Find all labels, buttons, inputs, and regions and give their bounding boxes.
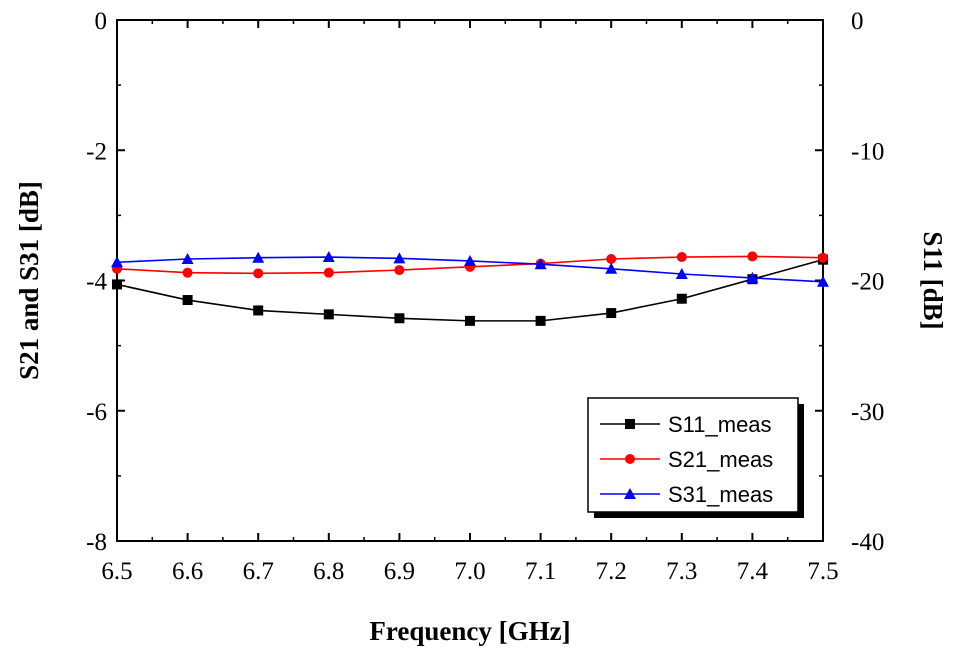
data-point-s21-meas (676, 252, 687, 263)
y-right-tick-label: -10 (851, 138, 884, 165)
y-right-tick-label: -30 (851, 399, 884, 426)
data-point-s21-meas (394, 265, 405, 276)
x-tick-label: 7.5 (807, 558, 838, 585)
legend-label-s31-meas: S31_meas (668, 482, 773, 507)
data-point-s31-meas (675, 267, 688, 279)
data-point-s11-meas (606, 308, 617, 319)
x-tick-label: 6.8 (313, 558, 344, 585)
data-point-s11-meas (394, 313, 405, 324)
data-point-s11-meas (323, 309, 334, 320)
data-point-s21-meas (182, 267, 193, 278)
y-left-tick-label: -6 (86, 399, 107, 426)
data-point-s31-meas (252, 251, 265, 263)
data-point-s11-meas (465, 315, 475, 326)
data-point-s31-meas (817, 275, 829, 287)
data-point-s31-meas (181, 253, 194, 265)
data-point-s11-meas (676, 293, 687, 304)
data-point-s31-meas (746, 271, 759, 283)
legend-box: S11_meas S21_meas S31_meas (587, 397, 804, 518)
y-right-tick-label: -20 (851, 269, 884, 296)
data-point-s11-meas (112, 279, 122, 290)
y-left-tick-label: -8 (86, 529, 107, 556)
x-tick-label: 6.9 (384, 558, 415, 585)
y-left-tick-label: 0 (95, 8, 108, 35)
data-point-s11-meas (535, 315, 546, 326)
x-tick-label: 7.3 (666, 558, 697, 585)
x-tick-label: 6.6 (172, 558, 203, 585)
y-left-tick-label: -4 (86, 269, 107, 296)
y-left-tick-label: -2 (86, 138, 107, 165)
x-tick-label: 7.2 (596, 558, 627, 585)
legend-label-s11-meas: S11_meas (668, 412, 772, 437)
y-axis-right-title: S11 [dB] (918, 231, 948, 329)
data-point-s21-meas (818, 252, 828, 263)
data-point-s11-meas (182, 295, 193, 306)
axes: 6.5 6.6 6.7 6.8 6.9 7.0 7.1 7.2 7.3 7.4 7.5 0 -2 -4 -6… (86, 8, 884, 585)
data-point-s31-meas (605, 262, 618, 274)
series-layer (111, 251, 829, 326)
data-point-s21-meas (606, 254, 617, 265)
data-point-s21-meas (253, 268, 264, 279)
x-axis-title: Frequency [GHz] (369, 616, 570, 646)
legend-marker-s21-meas (625, 454, 635, 464)
y-right-tick-label: 0 (851, 8, 864, 35)
legend-label-s21-meas: S21_meas (668, 447, 773, 472)
data-point-s11-meas (253, 305, 264, 316)
x-tick-label: 7.4 (737, 558, 769, 585)
legend-marker-s31-meas (624, 488, 636, 499)
data-point-s31-meas (534, 258, 547, 270)
y-right-tick-label: -40 (851, 529, 884, 556)
data-point-s31-meas (111, 256, 123, 268)
legend-marker-s11-meas (625, 419, 635, 429)
data-point-s31-meas (322, 251, 335, 263)
data-point-s21-meas (747, 251, 758, 262)
x-tick-label: 6.5 (101, 558, 132, 585)
y-axis-left-title: S21 and S31 [dB] (14, 181, 44, 380)
data-point-s31-meas (464, 254, 476, 266)
data-point-s31-meas (393, 252, 406, 264)
data-point-s21-meas (323, 267, 334, 278)
x-tick-label: 7.0 (454, 558, 485, 585)
x-tick-label: 6.7 (243, 558, 274, 585)
legend-frame (587, 397, 799, 513)
x-tick-label: 7.1 (525, 558, 556, 585)
